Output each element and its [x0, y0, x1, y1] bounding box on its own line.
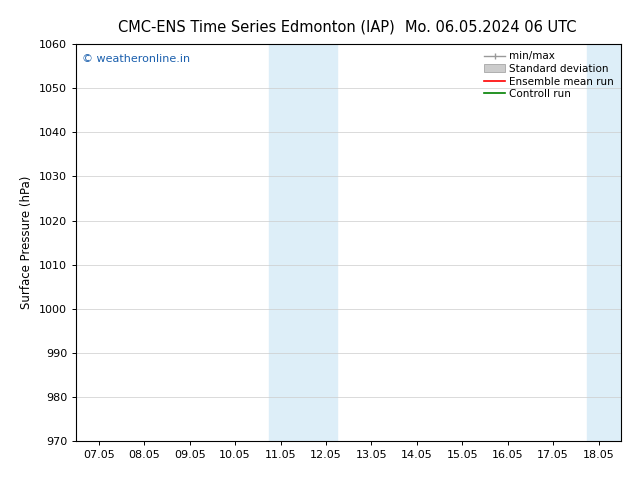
Bar	[269, 44, 337, 441]
Text: Mo. 06.05.2024 06 UTC: Mo. 06.05.2024 06 UTC	[404, 20, 576, 35]
Legend: min/max, Standard deviation, Ensemble mean run, Controll run: min/max, Standard deviation, Ensemble me…	[482, 49, 616, 101]
Y-axis label: Surface Pressure (hPa): Surface Pressure (hPa)	[20, 176, 34, 309]
Bar	[587, 44, 621, 441]
Text: © weatheronline.in: © weatheronline.in	[82, 54, 190, 64]
Text: CMC-ENS Time Series Edmonton (IAP): CMC-ENS Time Series Edmonton (IAP)	[118, 20, 394, 35]
